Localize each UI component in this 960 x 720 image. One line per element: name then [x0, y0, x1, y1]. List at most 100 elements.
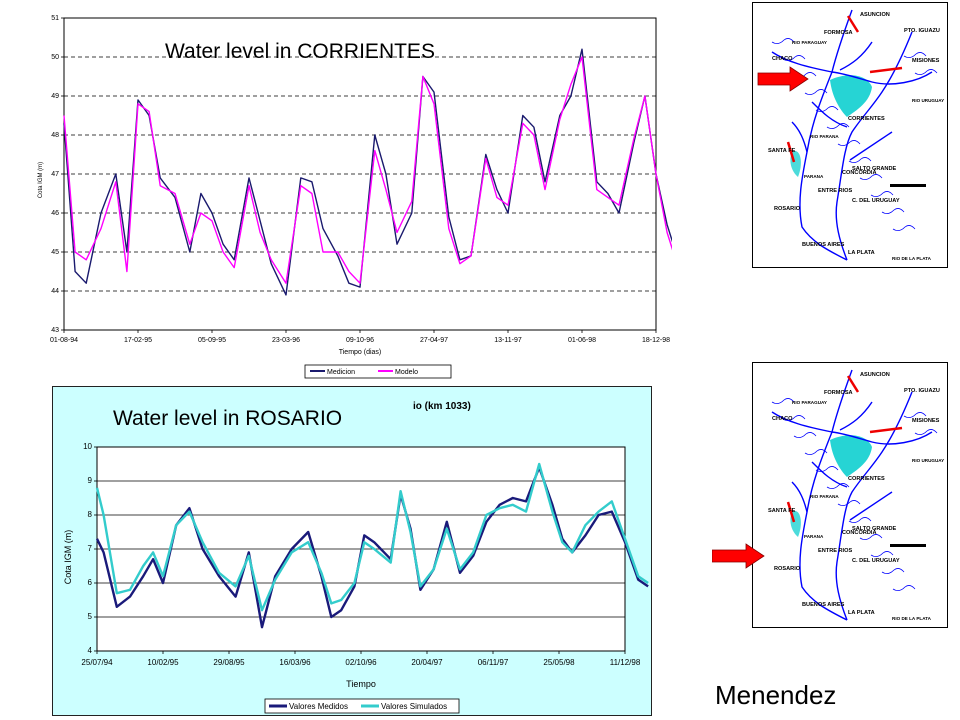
rosario-x-tick-label: 10/02/95 — [147, 658, 179, 667]
author-caption: Menendez — [715, 680, 837, 710]
rosario-legend-medidos: Valores Medidos — [289, 702, 348, 711]
stream-line — [914, 429, 938, 435]
map-label: BUENOS AIRES — [802, 602, 845, 608]
rosario-title: Water level in ROSARIO — [113, 407, 342, 430]
map-label: ENTRE RIOS — [818, 188, 852, 194]
rosario-y-tick-label: 4 — [88, 646, 93, 655]
marsh-area — [830, 75, 872, 117]
river-line — [839, 41, 873, 71]
rosario-x-tick-label: 06/11/97 — [478, 658, 509, 667]
rosario-x-tick-label: 11/12/98 — [610, 658, 641, 667]
corrientes-chart: 43 44 45 46 47 48 49 50 51 01-08-94 17-02-95 05-09… — [38, 15, 690, 379]
map-label: SANTA FE — [768, 148, 796, 154]
corrientes-y-tick-label: 43 — [51, 327, 59, 334]
map-label: RIO PARANA — [810, 134, 839, 139]
map-label: LA PLATA — [848, 610, 875, 616]
corrientes-series-simulated-line — [63, 56, 690, 284]
stream-line — [892, 585, 916, 591]
corrientes-x-tick-label: 13-11-97 — [494, 337, 522, 344]
rosario-chart-panel: 4 5 6 7 8 9 10 25/07/94 10/02/95 29/08/95 16/03/9… — [52, 386, 652, 716]
map-label: RIO PARANA — [810, 494, 839, 499]
river-line — [811, 461, 848, 488]
map-label: FORMOSA — [824, 30, 853, 36]
corrientes-x-tick-label: 17-02-95 — [124, 337, 152, 344]
rosario-x-tick-label: 20/04/97 — [411, 658, 443, 667]
stream-line — [771, 398, 795, 404]
corrientes-y-axis-label: Cota IGM (m) — [38, 162, 44, 198]
red-river-mark — [869, 426, 903, 434]
corrientes-y-tick-label: 44 — [51, 288, 59, 295]
corrientes-x-tick-label: 01-08-94 — [50, 337, 78, 344]
corrientes-x-tick-label: 23-03-96 — [272, 337, 300, 344]
stream-line — [848, 517, 872, 523]
corrientes-chart-panel: 43 44 45 46 47 48 49 50 51 01-08-94 17-02-95 05-09… — [0, 0, 690, 382]
stream-line — [793, 432, 817, 438]
corrientes-legend-medicion: Medicion — [327, 369, 355, 376]
map-label: C. DEL URUGUAY — [852, 558, 900, 564]
red-river-mark — [846, 15, 860, 33]
stream-line — [881, 568, 905, 574]
map-label: ROSARIO — [774, 206, 801, 212]
river-line — [791, 481, 808, 513]
river-line — [835, 391, 913, 621]
map-label: ASUNCION — [860, 372, 890, 378]
rosario-x-axis-label: Tiempo — [346, 679, 376, 689]
basin-map: ASUNCION FORMOSA PTO. IGUAZU CHACO MISIONES C… — [752, 2, 948, 268]
stream-line — [914, 69, 938, 75]
corrientes-y-tick-label: 49 — [51, 93, 59, 100]
map-label: ASUNCION — [860, 12, 890, 18]
map-rosario: ASUNCION FORMOSA PTO. IGUAZU CHACO MISIONES C… — [711, 362, 948, 628]
map-label: SALTO GRANDE — [852, 526, 897, 532]
corrientes-y-tick-label: 47 — [51, 171, 59, 178]
stream-line — [870, 551, 894, 557]
stream-line — [870, 191, 894, 197]
river-line — [831, 71, 933, 85]
corrientes-y-tick-label: 50 — [51, 54, 59, 61]
rosario-legend-simulados: Valores Simulados — [381, 702, 447, 711]
map-label: RIO DE LA PLATA — [892, 616, 932, 621]
corrientes-x-tick-label: 05-09-95 — [198, 337, 226, 344]
rosario-y-tick-label: 10 — [83, 442, 92, 451]
map-label: CHACO — [772, 416, 793, 422]
basin-map: ASUNCION FORMOSA PTO. IGUAZU CHACO MISIONES C… — [711, 362, 948, 628]
rosario-chart: 4 5 6 7 8 9 10 25/07/94 10/02/95 29/08/95 16/03/9… — [63, 401, 649, 714]
stream-line — [826, 123, 850, 129]
map-label: MISIONES — [912, 418, 940, 424]
red-river-mark — [786, 501, 796, 523]
rosario-legend: Valores Medidos Valores Simulados — [264, 698, 460, 714]
rosario-x-tick-label: 29/08/95 — [213, 658, 245, 667]
rosario-x-tick-label: 25/07/94 — [81, 658, 113, 667]
map-label: PTO. IGUAZU — [904, 28, 940, 34]
stream-line — [782, 55, 806, 61]
rosario-y-ticks: 4 5 6 7 8 9 10 — [83, 442, 97, 655]
stream-line — [826, 483, 850, 489]
rosario-x-ticks: 25/07/94 10/02/95 29/08/95 16/03/96 02/10/96… — [81, 651, 641, 667]
map-label: CHACO — [772, 56, 793, 62]
corrientes-y-tick-label: 45 — [51, 249, 59, 256]
corrientes-x-tick-label: 18-12-98 — [642, 337, 670, 344]
river-line — [771, 411, 833, 433]
corrientes-legend: Medicion Modelo — [304, 364, 452, 379]
rosario-y-tick-label: 8 — [88, 510, 93, 519]
stream-line — [837, 500, 861, 506]
red-river-mark — [869, 66, 903, 74]
location-arrow-icon — [757, 66, 809, 92]
stream-line — [881, 208, 905, 214]
rosario-y-tick-label: 5 — [88, 612, 93, 621]
map-label: RIO DE LA PLATA — [892, 256, 932, 261]
map-label: RIO PARAGUAY — [792, 40, 827, 45]
map-label: MISIONES — [912, 58, 940, 64]
rosario-y-tick-label: 6 — [88, 578, 93, 587]
river-line — [849, 131, 893, 161]
marsh-area — [830, 435, 872, 477]
corrientes-y-tick-label: 51 — [51, 15, 59, 22]
map-label: PTO. IGUAZU — [904, 388, 940, 394]
stream-line — [837, 140, 861, 146]
river-line — [835, 31, 913, 261]
map-label: SALTO GRANDE — [852, 166, 897, 172]
corrientes-y-tick-label: 48 — [51, 132, 59, 139]
corrientes-x-axis-label: Tiempo (dias) — [339, 349, 382, 356]
river-line — [771, 51, 833, 73]
rosario-subtitle: io (km 1033) — [413, 401, 471, 412]
river-line — [849, 491, 893, 521]
